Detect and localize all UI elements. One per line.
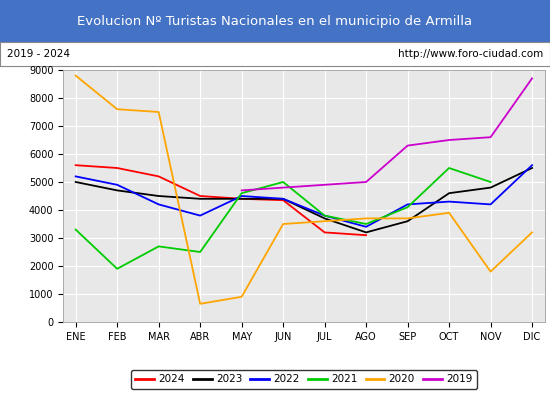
Text: 2019 - 2024: 2019 - 2024 (7, 49, 70, 59)
Text: http://www.foro-ciudad.com: http://www.foro-ciudad.com (398, 49, 543, 59)
Legend: 2024, 2023, 2022, 2021, 2020, 2019: 2024, 2023, 2022, 2021, 2020, 2019 (131, 370, 477, 389)
Text: Evolucion Nº Turistas Nacionales en el municipio de Armilla: Evolucion Nº Turistas Nacionales en el m… (78, 14, 472, 28)
